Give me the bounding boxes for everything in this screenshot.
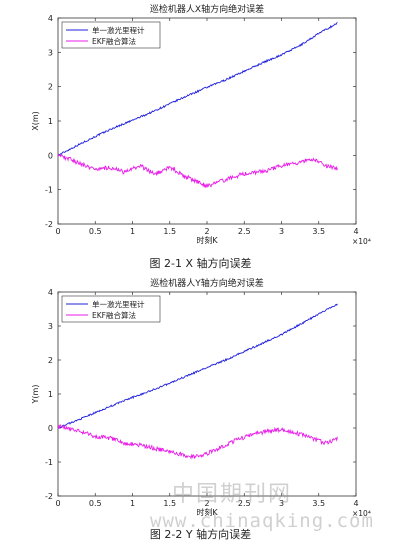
y-tick-label: 4 xyxy=(48,14,53,23)
y-tick-label: -2 xyxy=(45,220,53,229)
x-tick-label: 2 xyxy=(204,499,209,508)
chart-y-error: 巡检机器人Y轴方向绝对误差 0 0.5 1 1.5 2 2.5 3 3.5 4 -2 -1 0 1 2 3 4 ×… xyxy=(0,274,401,524)
plot-area xyxy=(57,17,357,225)
x-tick-label: 2.5 xyxy=(238,227,251,236)
x-tick-label: 3 xyxy=(279,499,284,508)
series-line-1 xyxy=(58,153,338,189)
x-axis-label: 时刻K xyxy=(196,507,218,517)
y-tick-label: 3 xyxy=(48,322,53,331)
x-multiplier: ×10⁴ xyxy=(352,237,371,246)
x-tick-label: 1 xyxy=(130,227,135,236)
y-tick-label: 4 xyxy=(48,288,53,297)
series-line-0 xyxy=(58,303,338,429)
chart-title: 巡检机器人Y轴方向绝对误差 xyxy=(150,277,264,289)
y-axis-label: Y(m) xyxy=(31,385,40,405)
series-line-1 xyxy=(58,424,338,460)
x-tick-label: 1.5 xyxy=(163,499,176,508)
x-tick-label: 2 xyxy=(204,227,209,236)
y-tick-label: -1 xyxy=(45,186,53,195)
chart-title: 巡检机器人X轴方向绝对误差 xyxy=(150,3,264,15)
y-tick-label: 1 xyxy=(48,390,53,399)
y-tick-label: 0 xyxy=(48,424,53,433)
x-tick-label: 3 xyxy=(279,227,284,236)
legend-box xyxy=(61,21,161,49)
legend-entry: EKF融合算法 xyxy=(92,310,136,320)
x-tick-label: 0 xyxy=(55,499,60,508)
legend-box xyxy=(61,295,161,323)
chart-x-error: 巡检机器人X轴方向绝对误差 0 0.5 1 1.5 2 2.5 3 3.5 4 -2 -1 0 1 2 3 4 ×… xyxy=(0,0,401,252)
x-tick-label: 3.5 xyxy=(312,227,325,236)
x-tick-label: 4 xyxy=(353,227,358,236)
x-tick-label: 2.5 xyxy=(238,499,251,508)
legend-entry: 单一激光里程计 xyxy=(92,299,145,309)
y-tick-label: -2 xyxy=(45,492,53,501)
x-tick-label: 3.5 xyxy=(312,499,325,508)
caption-x-error: 图 2-1 X 轴方向误差 xyxy=(149,257,252,270)
x-tick-label: 0 xyxy=(55,227,60,236)
caption-y-error: 图 2-2 Y 轴方向误差 xyxy=(149,528,252,541)
x-tick-label: 4 xyxy=(353,499,358,508)
legend-entry: 单一激光里程计 xyxy=(92,25,145,35)
y-tick-label: 3 xyxy=(48,48,53,57)
x-axis-label: 时刻K xyxy=(196,235,218,245)
y-tick-label: 2 xyxy=(48,83,53,92)
series-line-0 xyxy=(58,22,338,157)
x-multiplier: ×10⁴ xyxy=(352,509,371,518)
x-tick-label: 0.5 xyxy=(89,499,102,508)
legend-entry: EKF融合算法 xyxy=(92,36,136,46)
x-tick-label: 1.5 xyxy=(163,227,176,236)
x-tick-label: 0.5 xyxy=(89,227,102,236)
y-axis-label: X(m) xyxy=(31,111,40,131)
y-tick-label: -1 xyxy=(45,458,53,467)
y-tick-label: 2 xyxy=(48,356,53,365)
y-tick-label: 0 xyxy=(48,151,53,160)
y-tick-label: 1 xyxy=(48,117,53,126)
plot-area xyxy=(57,291,357,497)
x-tick-label: 1 xyxy=(130,499,135,508)
